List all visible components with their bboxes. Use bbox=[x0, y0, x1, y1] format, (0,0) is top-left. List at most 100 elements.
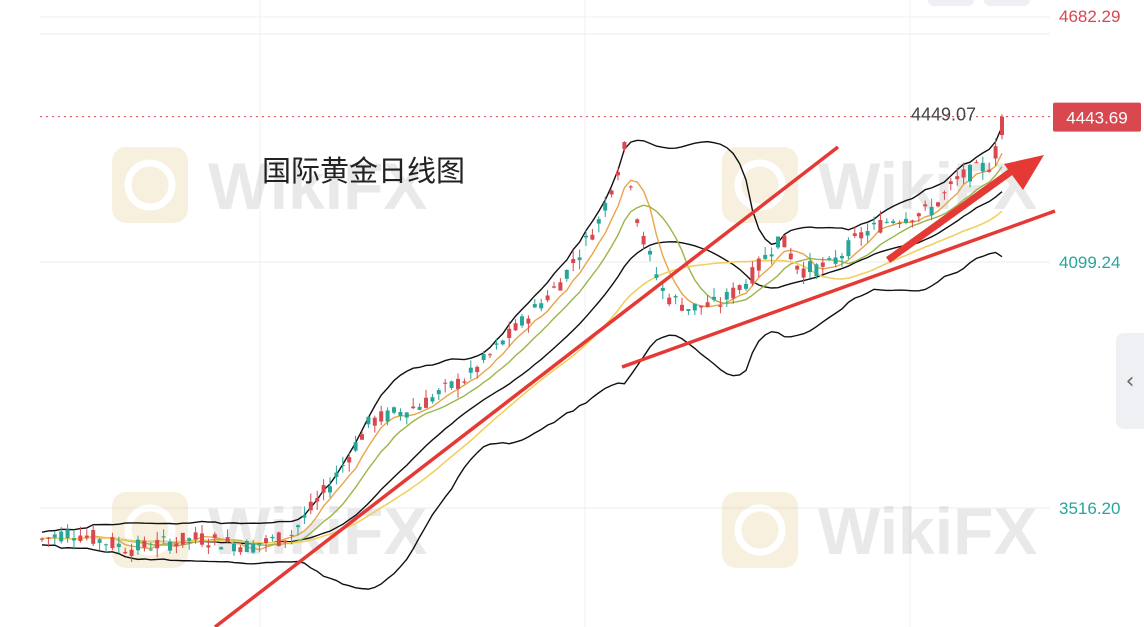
candle bbox=[948, 178, 953, 191]
candle-body bbox=[622, 142, 627, 150]
candle-body bbox=[865, 231, 870, 236]
candle bbox=[724, 288, 729, 307]
logo-ring bbox=[734, 504, 786, 556]
candle bbox=[884, 218, 889, 224]
candle bbox=[795, 264, 800, 275]
candle bbox=[609, 189, 614, 198]
candle-body bbox=[334, 472, 339, 477]
candle bbox=[782, 235, 787, 248]
candle bbox=[801, 261, 806, 284]
candle-body bbox=[769, 254, 774, 257]
candle-body bbox=[372, 417, 377, 426]
candle-body bbox=[961, 169, 966, 178]
candle bbox=[168, 538, 172, 554]
candle-body bbox=[846, 240, 851, 257]
trend-arrow-shaft bbox=[885, 165, 1019, 263]
trend-arrow-head bbox=[1004, 155, 1044, 190]
candle bbox=[974, 159, 979, 164]
candle-body bbox=[302, 514, 307, 518]
candle bbox=[705, 295, 710, 308]
candle bbox=[91, 525, 96, 546]
candle bbox=[820, 257, 825, 274]
candle-body bbox=[648, 250, 652, 255]
candle bbox=[897, 220, 902, 228]
candle-body bbox=[833, 257, 838, 264]
candle bbox=[513, 319, 518, 332]
candle-body bbox=[212, 534, 217, 538]
candle bbox=[360, 431, 364, 440]
candle bbox=[379, 405, 384, 426]
candle bbox=[72, 529, 76, 550]
candle bbox=[673, 294, 678, 305]
high-price-label: 4449.07 bbox=[911, 104, 976, 124]
candle bbox=[353, 435, 358, 453]
candle-body bbox=[283, 540, 288, 543]
candle bbox=[494, 338, 499, 350]
candle bbox=[654, 267, 659, 281]
candle bbox=[737, 284, 742, 295]
candle bbox=[443, 379, 448, 393]
candle bbox=[270, 534, 275, 542]
candle-body bbox=[59, 531, 64, 542]
candle bbox=[955, 167, 960, 186]
current-price-label: 4443.69 bbox=[1066, 109, 1127, 128]
candle-body bbox=[430, 397, 435, 402]
ma-mid-line bbox=[41, 166, 1003, 547]
candle bbox=[846, 237, 851, 260]
candle-body bbox=[424, 397, 428, 408]
candle-body bbox=[257, 544, 262, 546]
candle-body bbox=[788, 253, 793, 260]
candle-body bbox=[692, 303, 697, 311]
candle bbox=[590, 229, 595, 241]
candle-body bbox=[193, 532, 198, 540]
candle bbox=[251, 539, 256, 554]
candle bbox=[161, 529, 166, 544]
candle bbox=[686, 309, 691, 316]
candle bbox=[97, 537, 102, 551]
toolbar-stub[interactable] bbox=[928, 0, 974, 6]
side-panel-toggle[interactable]: ‹ bbox=[1116, 333, 1144, 429]
candle-body bbox=[852, 233, 857, 236]
candle-body bbox=[558, 282, 563, 291]
grid-lines bbox=[40, 0, 1050, 627]
candle bbox=[635, 218, 640, 227]
candle-body bbox=[987, 169, 992, 172]
candle-body bbox=[180, 532, 185, 545]
candle bbox=[46, 536, 51, 547]
candle bbox=[155, 532, 160, 558]
candle-body bbox=[584, 235, 588, 238]
candle bbox=[808, 252, 812, 279]
watermark-logo: WikiFX bbox=[722, 492, 1037, 568]
price-axis: 4682.29 4099.24 3516.20 4443.69 bbox=[1053, 7, 1141, 518]
candle-body bbox=[72, 538, 76, 541]
candle bbox=[148, 542, 153, 552]
candle bbox=[123, 547, 128, 555]
candle-body bbox=[897, 223, 902, 225]
candle-body bbox=[65, 529, 70, 539]
candle bbox=[187, 537, 192, 550]
candle bbox=[916, 212, 921, 222]
candle-body bbox=[481, 354, 486, 360]
watermark-group: WikiFX WikiFX WikiFX WikiFX bbox=[112, 147, 1037, 568]
candle-body bbox=[539, 303, 544, 309]
candle bbox=[219, 546, 224, 550]
candle-body bbox=[404, 412, 409, 418]
candle bbox=[392, 406, 396, 415]
candle bbox=[283, 540, 288, 549]
candle bbox=[328, 477, 332, 498]
candle bbox=[545, 290, 550, 303]
candle-body bbox=[577, 257, 582, 261]
candle bbox=[385, 407, 390, 426]
candle-body bbox=[488, 354, 492, 356]
candle bbox=[276, 531, 281, 547]
candle bbox=[264, 535, 268, 552]
candle-body bbox=[436, 390, 441, 395]
candle-body bbox=[148, 549, 153, 551]
logo-square bbox=[112, 492, 188, 568]
current-price-badge bbox=[1053, 102, 1141, 132]
candle bbox=[641, 231, 646, 250]
toolbar-stub[interactable] bbox=[984, 0, 1030, 6]
candle bbox=[424, 389, 428, 409]
candle bbox=[372, 415, 377, 433]
